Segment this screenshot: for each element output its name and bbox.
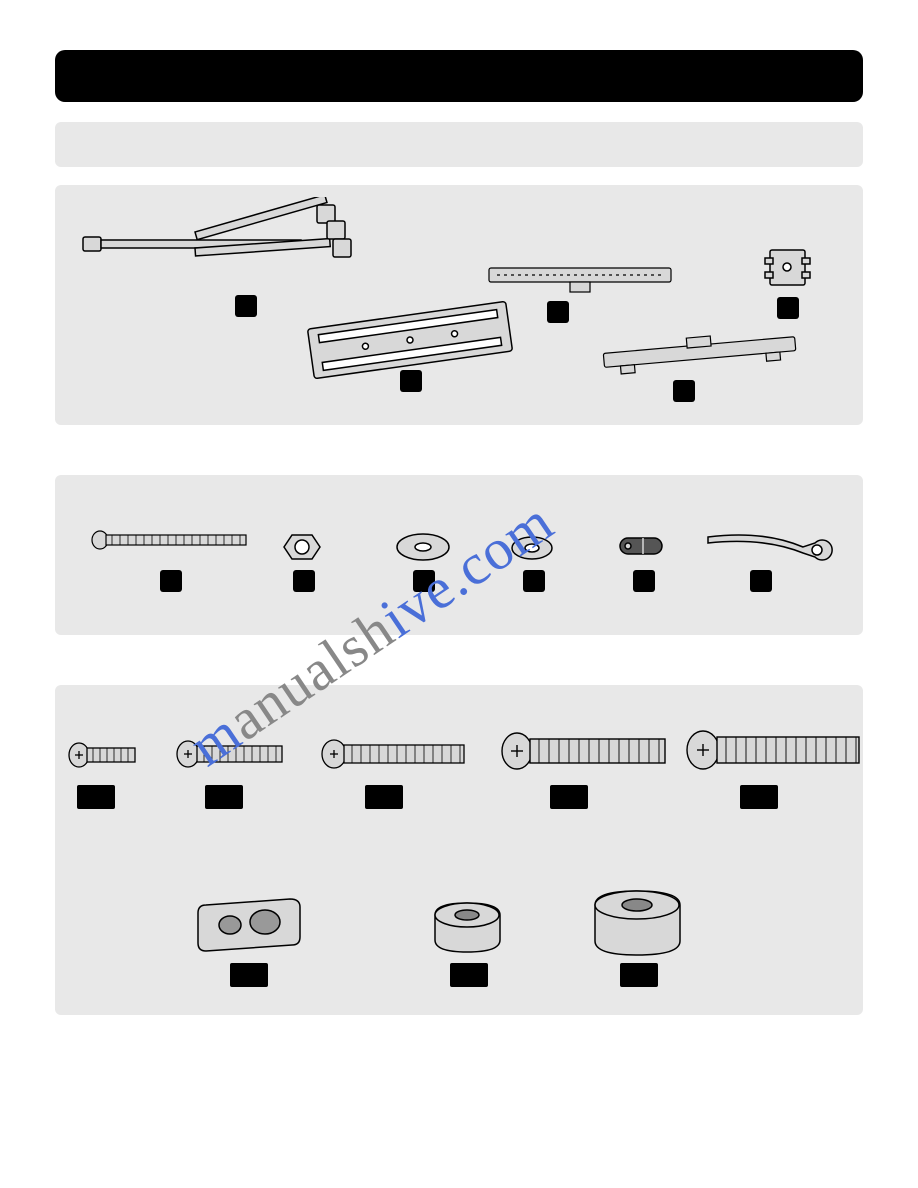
fasteners-panel — [55, 475, 863, 635]
bracket-bottom-illustration — [600, 335, 800, 380]
spacer-thick-illustration — [585, 883, 690, 963]
label-box-washer-s — [523, 570, 545, 592]
small-bracket-illustration — [760, 240, 815, 295]
washer-large-illustration — [393, 530, 453, 565]
label-box-screw-xs — [77, 785, 115, 809]
label-box-anchor — [633, 570, 655, 592]
nut-illustration — [280, 530, 325, 565]
header-title-bar — [55, 50, 863, 102]
section-sub-bar — [55, 122, 863, 167]
label-box-screw-m — [365, 785, 403, 809]
screw-s-illustration — [175, 733, 290, 775]
label-box-screw-xl — [740, 785, 778, 809]
screw-l-illustration — [500, 725, 670, 777]
anchor-illustration — [615, 530, 670, 562]
label-box-longbolt — [160, 570, 182, 592]
label-box-wrench — [750, 570, 772, 592]
label-box-spacer-thin — [450, 963, 488, 987]
label-box-spacer-thick — [620, 963, 658, 987]
label-box-plate-washer — [230, 963, 268, 987]
label-box-plate — [400, 370, 422, 392]
screw-m-illustration — [320, 732, 470, 776]
spacer-thin-illustration — [425, 895, 510, 960]
label-box-nut — [293, 570, 315, 592]
long-bolt-illustration — [90, 525, 250, 555]
label-box-screw-l — [550, 785, 588, 809]
screws-spacers-panel — [55, 685, 863, 1015]
plate-washer-illustration — [190, 895, 310, 960]
label-box-small-bracket — [777, 297, 799, 319]
wall-plate-illustration — [305, 300, 515, 380]
washer-small-illustration — [507, 533, 557, 563]
pole-assembly-illustration — [75, 197, 375, 297]
manual-page: manualshive.com — [0, 0, 918, 1188]
label-box-washer-l — [413, 570, 435, 592]
screw-xs-illustration — [67, 735, 147, 775]
bracket-top-illustration — [485, 260, 675, 300]
label-box-pole — [235, 295, 257, 317]
label-box-screw-s — [205, 785, 243, 809]
label-box-bracket-bottom — [673, 380, 695, 402]
screw-xl-illustration — [685, 723, 863, 778]
wrench-illustration — [703, 525, 833, 565]
components-panel — [55, 185, 863, 425]
label-box-bracket-top — [547, 301, 569, 323]
